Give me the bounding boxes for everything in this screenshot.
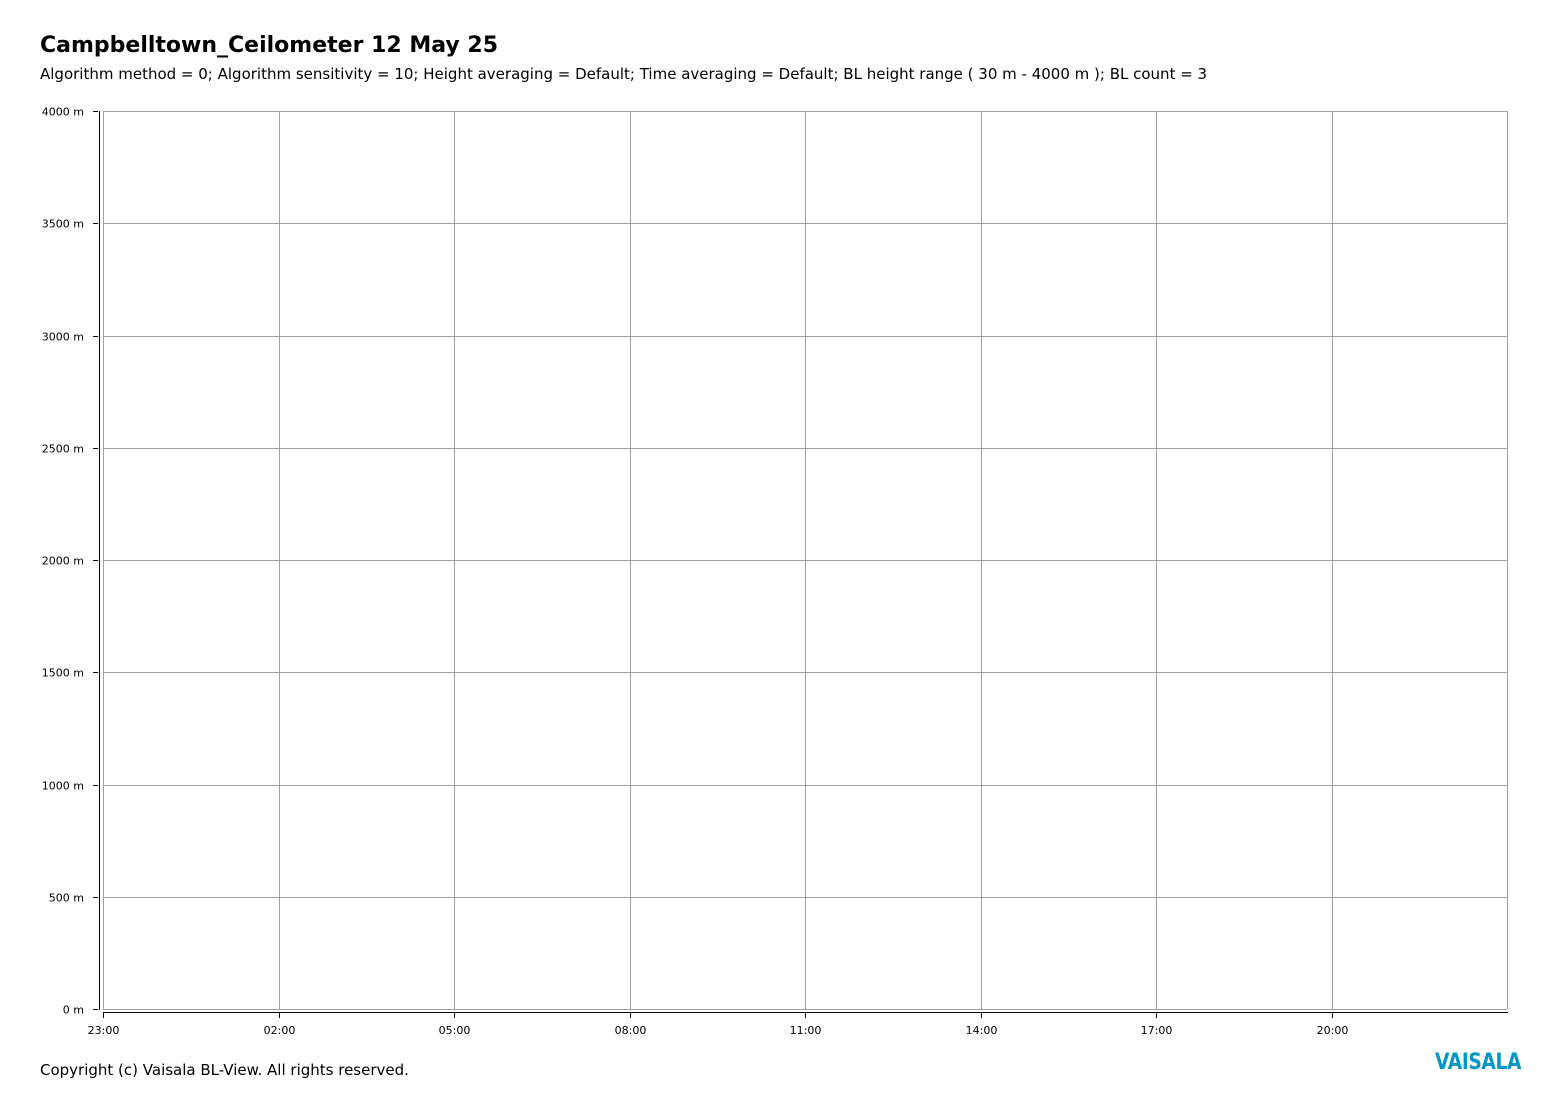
y-tick-label: 500 m — [49, 892, 84, 905]
y-tick-label: 2500 m — [42, 443, 84, 456]
chart-subtitle: Algorithm method = 0; Algorithm sensitiv… — [40, 65, 1208, 83]
chart-title: Campbelltown_Ceilometer 12 May 25 — [40, 33, 499, 58]
x-tick-label: 20:00 — [1317, 1024, 1349, 1037]
y-tick-label: 3500 m — [42, 218, 84, 231]
x-tick-label: 23:00 — [88, 1024, 120, 1037]
x-tick-label: 08:00 — [615, 1024, 647, 1037]
x-tick-label: 17:00 — [1141, 1024, 1173, 1037]
y-tick-label: 4000 m — [42, 106, 84, 119]
x-tick-label: 14:00 — [966, 1024, 998, 1037]
vaisala-logo: VAISALA — [1435, 1050, 1521, 1075]
y-tick-label: 3000 m — [42, 331, 84, 344]
y-tick-label: 0 m — [63, 1004, 84, 1017]
y-tick-label: 1500 m — [42, 667, 84, 680]
x-tick-label: 11:00 — [790, 1024, 822, 1037]
x-tick-label: 02:00 — [264, 1024, 296, 1037]
copyright-text: Copyright (c) Vaisala BL-View. All right… — [40, 1061, 409, 1079]
y-tick-label: 2000 m — [42, 555, 84, 568]
y-tick-label: 1000 m — [42, 780, 84, 793]
x-tick-label: 05:00 — [439, 1024, 471, 1037]
